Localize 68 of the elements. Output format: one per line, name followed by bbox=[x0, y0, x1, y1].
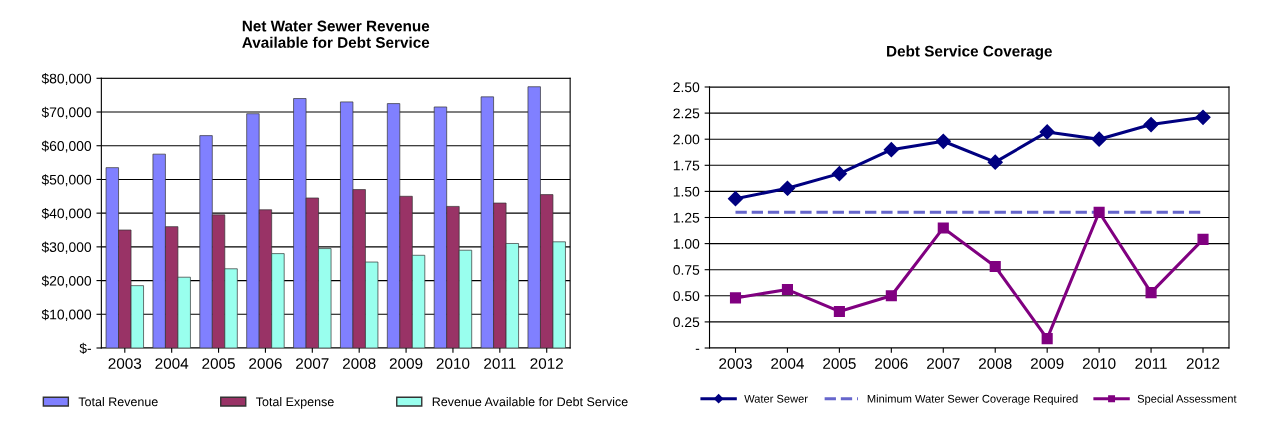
point bbox=[935, 133, 951, 149]
chart-title: Net Water Sewer Revenue Available for Debt Service bbox=[242, 20, 430, 48]
y-tick-label: $40,000 bbox=[41, 207, 92, 220]
x-tick-label: 2006 bbox=[249, 358, 282, 369]
point bbox=[1143, 117, 1159, 133]
y-tick-label: $20,000 bbox=[41, 275, 92, 288]
point bbox=[1145, 287, 1157, 299]
y-tick-label: 2.00 bbox=[673, 134, 700, 145]
x-tick-label: 2005 bbox=[202, 358, 235, 369]
point bbox=[833, 305, 845, 318]
x-tick-label: 2003 bbox=[719, 358, 752, 369]
legend-label: Water Sewer bbox=[744, 394, 808, 403]
x-tick-label: 2007 bbox=[296, 358, 329, 369]
point bbox=[831, 166, 847, 182]
x-tick-label: 2010 bbox=[1082, 358, 1116, 369]
y-tick-label: $60,000 bbox=[41, 140, 92, 153]
y-tick-label: 1.50 bbox=[673, 186, 700, 197]
point bbox=[885, 290, 897, 302]
y-tick-label: 0.25 bbox=[673, 317, 700, 328]
x-tick-label: 2011 bbox=[484, 358, 516, 369]
y-tick-label: 0.75 bbox=[673, 265, 700, 275]
x-tick-label: 2005 bbox=[823, 358, 856, 369]
legend-label: Total Expense bbox=[256, 397, 334, 409]
y-tick-label: $- bbox=[79, 342, 92, 354]
y-tick-label: $70,000 bbox=[41, 106, 92, 119]
x-tick-label: 2009 bbox=[1030, 358, 1064, 369]
y-tick-label: 1.25 bbox=[673, 212, 700, 223]
legend-label: Revenue Available for Debt Service bbox=[432, 397, 628, 407]
x-tick-label: 2012 bbox=[530, 358, 563, 369]
point bbox=[883, 142, 899, 158]
point bbox=[987, 154, 1003, 170]
point bbox=[781, 283, 793, 296]
x-tick-label: 2004 bbox=[155, 358, 189, 369]
y-tick-label: 2.50 bbox=[673, 82, 700, 93]
x-tick-label: 2003 bbox=[108, 358, 142, 369]
y-tick-label: $80,000 bbox=[41, 73, 92, 86]
point bbox=[729, 292, 742, 304]
point bbox=[1093, 206, 1105, 218]
point bbox=[1041, 333, 1053, 345]
x-tick-label: 2009 bbox=[389, 358, 423, 369]
point bbox=[937, 222, 949, 234]
point bbox=[1091, 131, 1107, 147]
x-tick-label: 2006 bbox=[875, 358, 908, 369]
y-tick-label: 2.25 bbox=[673, 108, 700, 119]
y-tick-label: $30,000 bbox=[41, 241, 92, 254]
point bbox=[1039, 124, 1055, 140]
legend-label: Total Revenue bbox=[78, 397, 158, 407]
point bbox=[1197, 233, 1209, 245]
x-tick-label: 2010 bbox=[436, 358, 470, 369]
legend-label: Minimum Water Sewer Coverage Required bbox=[867, 394, 1078, 405]
y-tick-label: $50,000 bbox=[41, 174, 92, 187]
x-tick-label: 2008 bbox=[342, 358, 376, 369]
point bbox=[1195, 109, 1211, 125]
chart-title: Debt Service Coverage bbox=[887, 45, 1052, 60]
y-tick-label: 0.50 bbox=[673, 291, 700, 301]
y-tick-label: - bbox=[695, 348, 700, 350]
x-tick-label: 2011 bbox=[1135, 358, 1167, 369]
x-tick-label: 2007 bbox=[927, 358, 960, 369]
y-tick-label: 1.00 bbox=[673, 238, 700, 249]
x-tick-label: 2008 bbox=[979, 358, 1012, 369]
point bbox=[727, 191, 744, 207]
y-tick-label: $10,000 bbox=[41, 309, 92, 322]
point bbox=[779, 180, 796, 196]
legend-label: Special Assessment bbox=[1137, 394, 1237, 405]
y-tick-label: 1.75 bbox=[673, 160, 700, 171]
point bbox=[989, 261, 1001, 273]
x-tick-label: 2004 bbox=[771, 358, 804, 369]
x-tick-label: 2012 bbox=[1186, 358, 1220, 369]
